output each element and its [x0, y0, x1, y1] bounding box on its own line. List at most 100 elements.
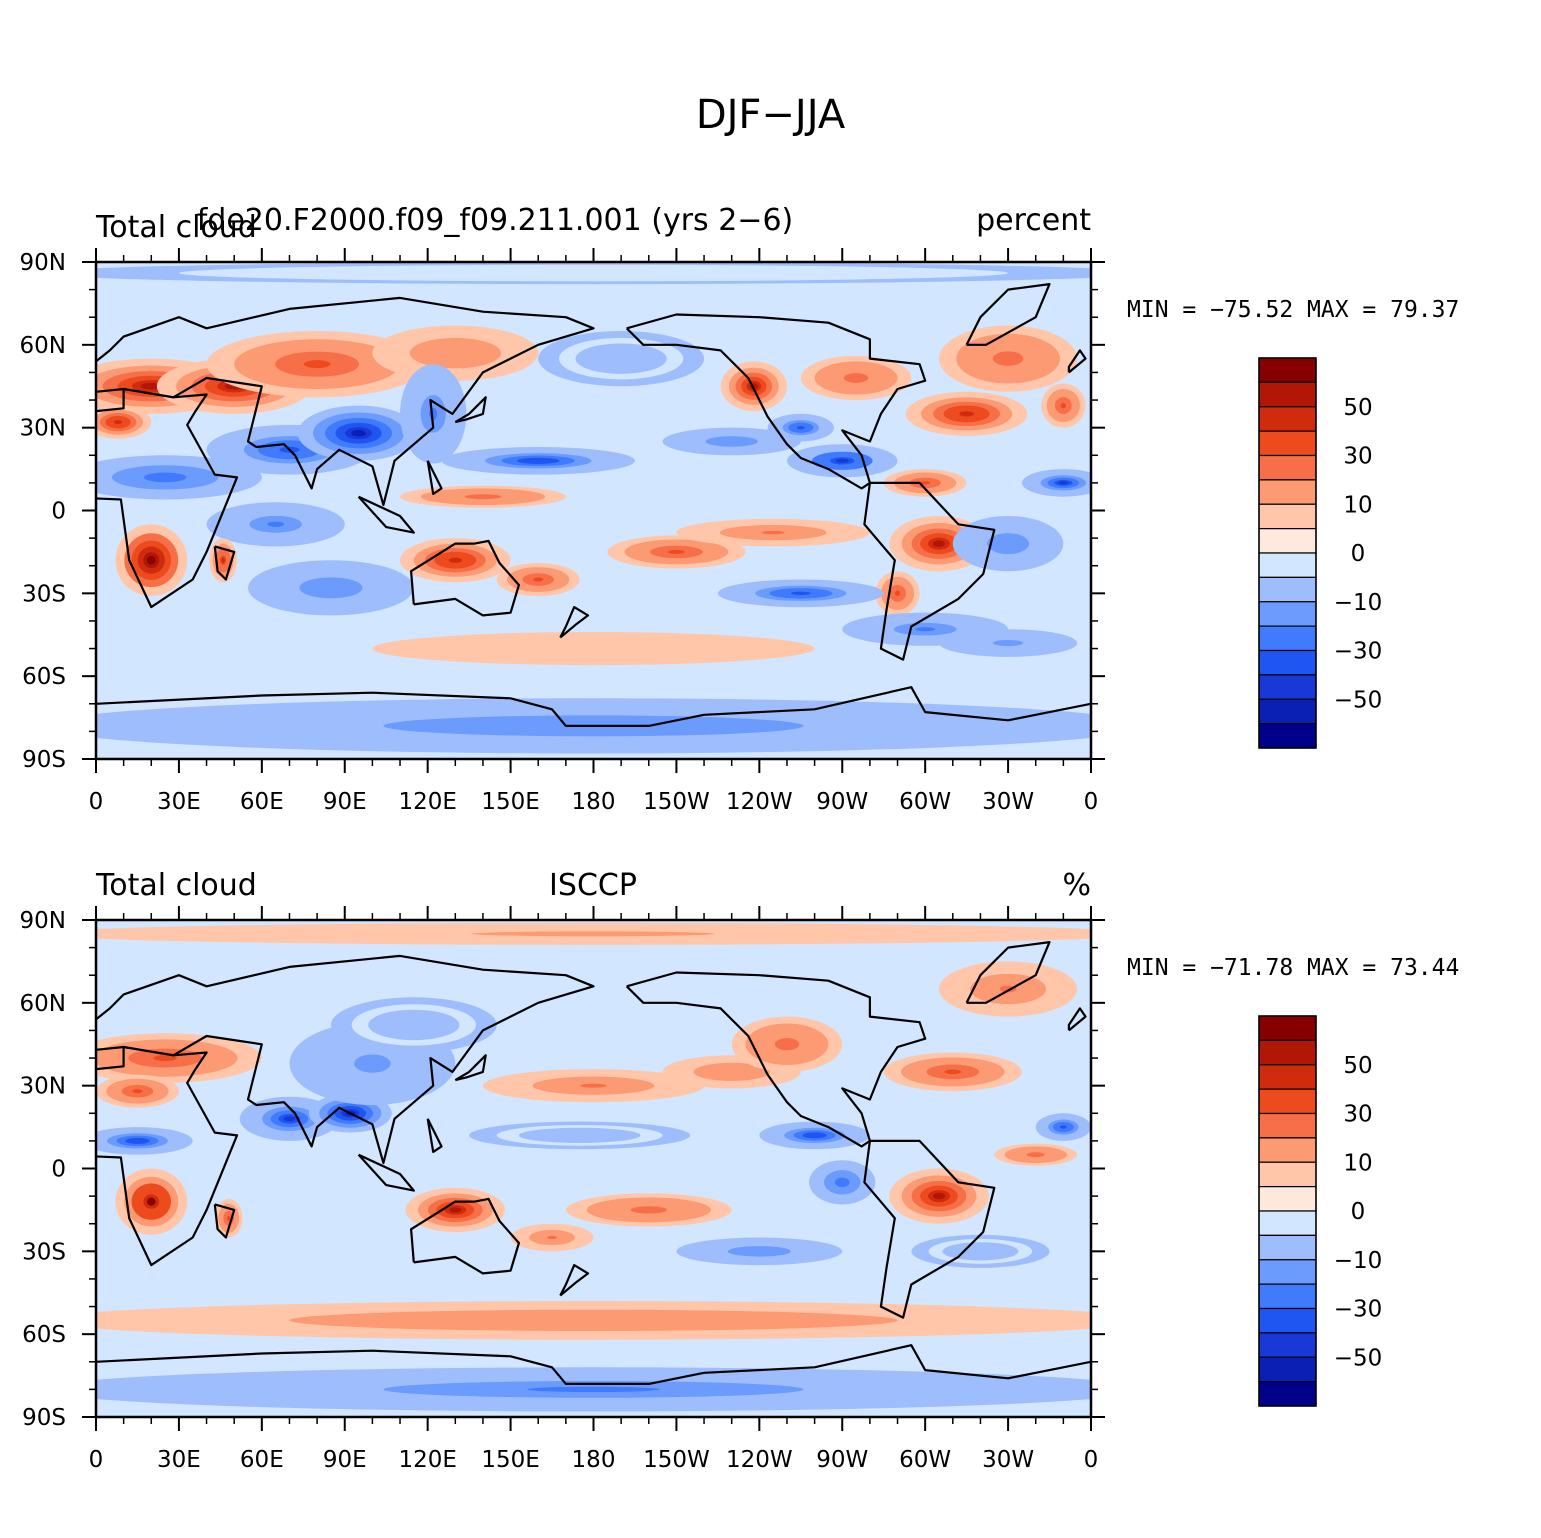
field-core — [146, 1197, 156, 1206]
field-core — [403, 1021, 424, 1029]
y-tick-label: 0 — [51, 1157, 66, 1183]
field-core — [547, 1235, 558, 1240]
coastline — [410, 1197, 520, 1275]
colorbar-swatch — [1258, 1381, 1317, 1407]
colorbar-swatch — [1258, 479, 1317, 505]
x-tick-label: 150E — [481, 789, 539, 815]
colorbar-swatch — [1258, 406, 1317, 432]
field-core — [933, 1192, 945, 1200]
colorbar-swatch — [1258, 576, 1317, 603]
coastline — [559, 606, 590, 639]
field-core — [1060, 1125, 1067, 1129]
field-core — [915, 627, 936, 632]
field-core — [835, 458, 849, 463]
field-core — [959, 411, 974, 417]
field-core — [780, 1040, 794, 1048]
colorbar-swatch — [1258, 1161, 1317, 1188]
colorbar-swatch — [1258, 1356, 1317, 1383]
colorbar-swatch — [1258, 503, 1317, 530]
field-core — [114, 420, 123, 425]
x-tick-label: 150W — [643, 789, 710, 815]
colorbar-swatch — [1258, 625, 1317, 652]
coastline — [96, 1344, 1091, 1385]
field-core — [153, 474, 177, 481]
field-layer — [96, 262, 1091, 759]
y-tick-label: 60S — [22, 1322, 66, 1348]
field-core — [527, 1318, 660, 1323]
y-tick-label: 30S — [22, 581, 66, 607]
x-tick-label: 120W — [726, 789, 793, 815]
field-core — [448, 557, 462, 563]
colorbar-label: 10 — [1343, 1150, 1372, 1176]
field-core — [723, 439, 740, 444]
panel-title-center: ISCCP — [549, 868, 637, 903]
field-core — [611, 355, 632, 362]
field-core — [472, 495, 493, 499]
field-layer — [96, 920, 1091, 1417]
colorbar-swatch — [1258, 381, 1317, 408]
field-core — [267, 521, 284, 527]
y-tick-label: 90N — [20, 908, 66, 934]
colorbar-swatch — [1258, 674, 1317, 700]
colorbar-swatch — [1258, 649, 1317, 676]
coastline — [1067, 1007, 1087, 1032]
field-core — [566, 646, 621, 651]
y-tick-label: 60N — [20, 333, 66, 359]
x-tick-label: 30E — [157, 789, 201, 815]
coastline — [454, 1054, 487, 1082]
x-tick-label: 90W — [816, 789, 868, 815]
coastline — [965, 941, 1051, 1004]
panel-title-center: fde20.F2000.f09_f09.211.001 (yrs 2−6) — [197, 203, 793, 238]
coastline — [559, 1264, 590, 1297]
x-tick-label: 90W — [816, 1447, 868, 1473]
colorbar-swatch — [1258, 528, 1317, 554]
colorbar-label: −10 — [1334, 1248, 1383, 1274]
y-tick-label: 30S — [22, 1239, 66, 1265]
x-tick-label: 150W — [643, 1447, 710, 1473]
colorbar-label: −50 — [1334, 1345, 1383, 1371]
coastline — [357, 1153, 415, 1192]
colorbar-label: 10 — [1343, 492, 1372, 518]
field-core — [362, 1058, 383, 1069]
colorbar-swatch — [1258, 723, 1317, 749]
x-tick-label: 180 — [572, 789, 616, 815]
field-core — [130, 1139, 145, 1143]
x-tick-label: 120W — [726, 1447, 793, 1473]
field-core — [527, 271, 660, 275]
coastline — [1067, 349, 1087, 374]
colorbar-swatch — [1258, 454, 1317, 481]
field-core — [999, 354, 1017, 363]
coastline — [426, 460, 443, 495]
field-core — [566, 1133, 593, 1138]
field-core — [807, 1133, 822, 1138]
coastline — [454, 396, 487, 424]
x-tick-label: 60W — [899, 1447, 951, 1473]
y-tick-label: 90S — [22, 747, 66, 773]
panel-title-right: % — [1062, 868, 1091, 903]
field-core — [146, 555, 156, 565]
colorbar-frame — [1258, 1015, 1317, 1407]
field-core — [1058, 481, 1069, 485]
figure-title: DJF−JJA — [695, 92, 846, 138]
colorbar-label: 0 — [1351, 541, 1366, 567]
coastline — [863, 481, 996, 661]
min-max-readout: MIN = −71.78 MAX = 73.44 — [1127, 955, 1459, 981]
coastline — [96, 686, 1091, 727]
colorbar-label: 0 — [1351, 1199, 1366, 1225]
field-core — [838, 1179, 847, 1185]
colorbar-swatch — [1258, 1088, 1317, 1115]
field-core — [351, 429, 366, 437]
panel-title-left: Total cloud — [95, 868, 257, 903]
coastline — [357, 495, 415, 534]
coastline — [96, 296, 595, 507]
x-tick-label: 0 — [1084, 789, 1099, 815]
field-core — [849, 375, 863, 381]
field-core — [920, 481, 931, 485]
x-tick-label: 0 — [1084, 1447, 1099, 1473]
colorbar-swatch — [1258, 1064, 1317, 1090]
y-tick-label: 30N — [20, 416, 66, 442]
x-tick-label: 180 — [572, 1447, 616, 1473]
colorbar: 50 30 10 0 −10 −30 −50 — [1258, 1015, 1383, 1407]
colorbar-label: 30 — [1343, 1102, 1372, 1128]
coastline — [426, 1118, 443, 1153]
